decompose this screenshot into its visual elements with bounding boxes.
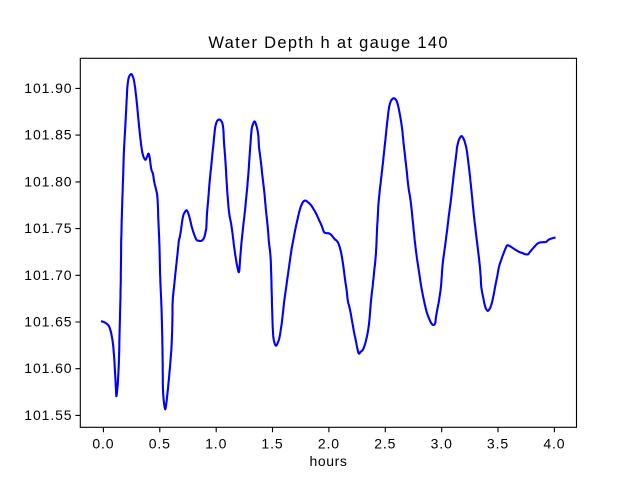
svg-text:101.80: 101.80 <box>24 173 72 189</box>
svg-text:0.0: 0.0 <box>92 435 114 451</box>
svg-text:1.0: 1.0 <box>205 435 227 451</box>
svg-text:101.55: 101.55 <box>24 407 72 423</box>
svg-text:2.5: 2.5 <box>374 435 396 451</box>
svg-text:Water Depth h at gauge 140: Water Depth h at gauge 140 <box>208 34 449 52</box>
svg-text:4.0: 4.0 <box>543 435 565 451</box>
svg-text:101.60: 101.60 <box>24 360 72 376</box>
svg-text:hours: hours <box>309 453 347 469</box>
svg-text:3.0: 3.0 <box>431 435 453 451</box>
svg-text:101.70: 101.70 <box>24 267 72 283</box>
svg-text:101.75: 101.75 <box>24 220 72 236</box>
svg-text:1.5: 1.5 <box>261 435 283 451</box>
svg-text:101.65: 101.65 <box>24 314 72 330</box>
svg-text:3.5: 3.5 <box>487 435 509 451</box>
svg-text:2.0: 2.0 <box>318 435 340 451</box>
svg-text:101.90: 101.90 <box>24 80 72 96</box>
svg-text:101.85: 101.85 <box>24 127 72 143</box>
svg-text:0.5: 0.5 <box>149 435 171 451</box>
